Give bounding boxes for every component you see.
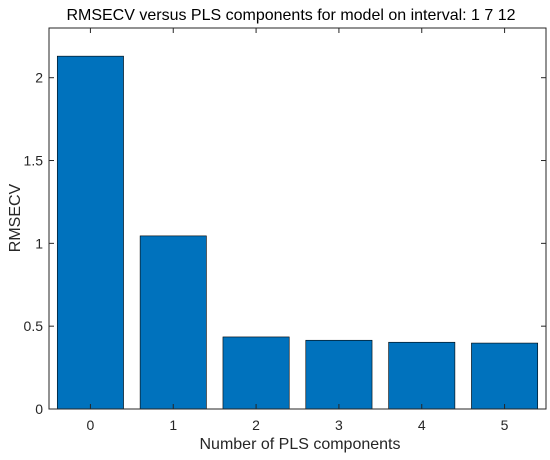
- y-tick-label: 1.5: [24, 153, 44, 169]
- axes-box: [48, 27, 547, 410]
- x-axis-label: Number of PLS components: [200, 436, 401, 453]
- bar-2: [222, 336, 290, 410]
- bar-5: [471, 342, 539, 410]
- x-tick-label: 4: [418, 417, 426, 433]
- chart-title: RMSECV versus PLS components for model o…: [66, 7, 515, 24]
- x-tick-label: 0: [87, 417, 95, 433]
- y-tick-label: 2: [35, 70, 43, 86]
- y-tick-label: 0: [35, 401, 43, 417]
- bar-3: [305, 339, 373, 410]
- bar-0: [56, 55, 124, 410]
- x-tick-label: 5: [501, 417, 509, 433]
- y-tick-label: 1: [35, 235, 43, 251]
- bar-4: [388, 341, 456, 410]
- y-axis-label: RMSECV: [7, 183, 24, 252]
- bar-1: [139, 235, 207, 410]
- x-tick-label: 1: [169, 417, 177, 433]
- plot-area: 0 0.5 1 1.5 2 0 1 2 3 4 5: [24, 27, 547, 433]
- y-tick-label: 0.5: [24, 318, 44, 334]
- x-tick-label: 2: [252, 417, 260, 433]
- x-tick-label: 3: [335, 417, 343, 433]
